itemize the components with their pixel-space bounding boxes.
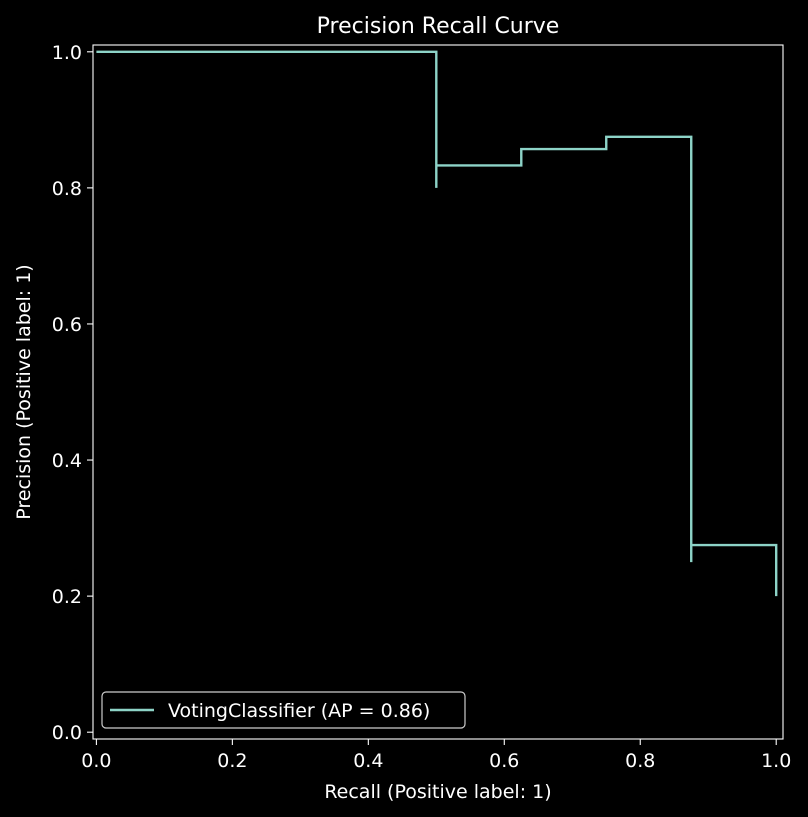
y-tick-label: 0.6 — [52, 314, 82, 336]
chart-title: Precision Recall Curve — [317, 14, 560, 39]
x-tick-label: 0.4 — [353, 750, 383, 772]
legend-label: VotingClassifier (AP = 0.86) — [168, 700, 430, 722]
plot-area: 0.0 0.2 0.4 0.6 0.8 1.0 0.0 0.2 0.4 0.6 0.8 1.0 — [52, 42, 792, 772]
y-tick-label: 0.2 — [52, 586, 82, 608]
x-axis-label: Recall (Positive label: 1) — [324, 781, 551, 803]
series-line — [96, 50, 778, 597]
y-tick-label: 0.8 — [52, 178, 82, 200]
x-tick-label: 0.2 — [217, 750, 247, 772]
legend: VotingClassifier (AP = 0.86) — [101, 691, 466, 729]
axes-frame — [92, 44, 784, 740]
x-tick-label: 0.6 — [489, 750, 519, 772]
y-tick-label: 0.4 — [52, 450, 82, 472]
x-tick-label: 1.0 — [761, 750, 791, 772]
y-tick-label: 0.0 — [52, 722, 82, 744]
legend-box — [101, 691, 466, 729]
y-tick-label: 1.0 — [52, 42, 82, 64]
x-tick-label: 0.8 — [625, 750, 655, 772]
y-axis-label: Precision (Positive label: 1) — [13, 264, 35, 519]
x-tick-label: 0.0 — [81, 750, 111, 772]
